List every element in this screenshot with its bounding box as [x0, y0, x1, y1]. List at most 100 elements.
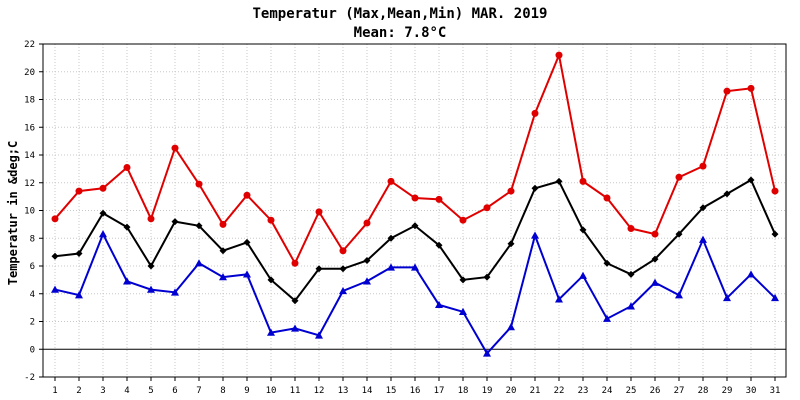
data-point — [267, 216, 275, 224]
x-tick-label: 28 — [698, 386, 709, 396]
data-point — [675, 291, 683, 299]
data-point — [723, 190, 731, 198]
x-tick-label: 17 — [434, 386, 445, 396]
data-point — [267, 328, 275, 336]
data-point — [771, 230, 779, 238]
data-point — [171, 218, 179, 226]
data-point — [411, 194, 419, 202]
data-point — [243, 238, 251, 246]
data-point — [435, 300, 443, 309]
data-point — [531, 184, 539, 192]
data-point — [699, 204, 707, 212]
x-tick-label: 15 — [386, 386, 397, 396]
x-tick-label: 11 — [290, 386, 301, 396]
x-tick-label: 2 — [76, 386, 81, 396]
chart-subtitle: Mean: 7.8°C — [354, 25, 447, 41]
x-tick-label: 3 — [100, 386, 105, 396]
x-tick-label: 27 — [674, 386, 685, 396]
data-point — [771, 293, 779, 302]
x-tick-label: 8 — [220, 386, 225, 396]
data-point — [507, 187, 515, 195]
data-point — [75, 291, 83, 299]
y-tick-label: 12 — [24, 179, 35, 189]
data-point — [699, 235, 707, 243]
series-1 — [51, 176, 779, 305]
y-tick-label: 22 — [24, 40, 35, 50]
data-point — [603, 259, 611, 267]
x-tick-label: 4 — [124, 386, 129, 396]
data-point — [315, 265, 323, 273]
y-tick-label: 10 — [24, 207, 35, 217]
x-tick-label: 13 — [338, 386, 349, 396]
data-point — [747, 270, 755, 278]
x-tick-label: 6 — [172, 386, 177, 396]
data-point — [291, 259, 299, 267]
data-point — [99, 209, 107, 217]
data-point — [387, 234, 395, 242]
y-tick-label: 2 — [30, 318, 35, 328]
y-axis-label: Temperatur in &deg;C — [6, 141, 20, 286]
data-point — [243, 191, 251, 199]
data-point — [507, 240, 515, 248]
data-point — [339, 286, 347, 295]
y-tick-label: 0 — [30, 345, 35, 355]
x-tick-label: 1 — [52, 386, 57, 396]
data-point — [387, 177, 395, 185]
data-point — [387, 263, 395, 271]
data-point — [219, 273, 227, 281]
data-point — [411, 263, 419, 271]
x-tick-label: 19 — [482, 386, 493, 396]
data-point — [339, 265, 347, 273]
data-point — [651, 255, 659, 263]
series-2 — [51, 230, 779, 357]
data-point — [747, 84, 755, 92]
data-point — [435, 195, 443, 203]
x-tick-label: 5 — [148, 386, 153, 396]
data-point — [675, 173, 683, 181]
data-point — [75, 187, 83, 195]
y-tick-label: 14 — [24, 151, 35, 161]
x-tick-label: 9 — [244, 386, 249, 396]
data-point — [723, 293, 731, 302]
data-point — [627, 302, 635, 310]
data-point — [627, 225, 635, 233]
data-point — [171, 288, 179, 296]
y-tick-label: 18 — [24, 96, 35, 106]
data-point — [675, 230, 683, 238]
chart-title: Temperatur (Max,Mean,Min) MAR. 2019 — [252, 6, 547, 22]
data-point — [219, 247, 227, 255]
data-point — [99, 230, 107, 238]
data-point — [243, 270, 251, 278]
data-point — [363, 277, 371, 285]
data-point — [555, 51, 563, 59]
x-tick-label: 25 — [626, 386, 637, 396]
data-point — [579, 226, 587, 234]
x-tick-label: 7 — [196, 386, 201, 396]
y-tick-label: 8 — [30, 234, 35, 244]
data-point — [651, 278, 659, 286]
data-point — [555, 295, 563, 303]
x-tick-label: 20 — [506, 386, 517, 396]
x-tick-label: 29 — [722, 386, 733, 396]
data-point — [627, 270, 635, 278]
x-tick-labels: 1 2 3 4 5 6 7 8 9 10 11 12 13 14 15 16 17 18 19 20 21 22 23 24 2… — [52, 386, 780, 396]
data-point — [483, 273, 491, 281]
data-point — [195, 259, 203, 267]
data-point — [531, 109, 539, 117]
data-point — [459, 307, 467, 315]
x-tick-label: 21 — [530, 386, 541, 396]
data-point — [603, 314, 611, 322]
y-tick-label: 4 — [30, 290, 35, 300]
data-point — [147, 215, 155, 223]
data-point — [195, 180, 203, 188]
data-point — [219, 220, 227, 228]
data-point — [123, 277, 131, 285]
data-point — [267, 276, 275, 284]
series-0 — [51, 51, 779, 267]
data-point — [651, 230, 659, 238]
data-point — [147, 262, 155, 270]
x-tick-label: 12 — [314, 386, 325, 396]
data-point — [75, 250, 83, 258]
data-point — [435, 241, 443, 249]
